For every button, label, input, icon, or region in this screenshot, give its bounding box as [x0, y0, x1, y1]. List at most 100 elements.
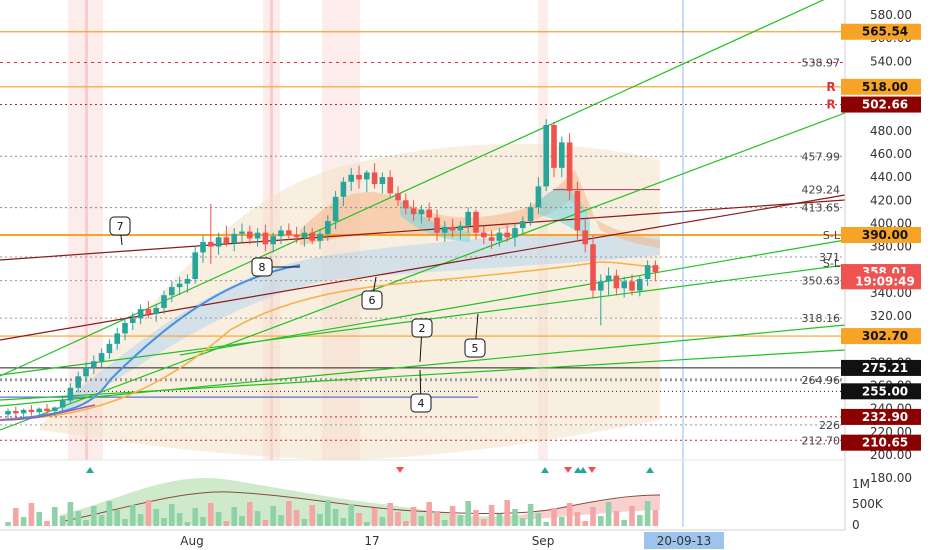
volume-bar[interactable] [254, 511, 261, 526]
candle-body[interactable] [629, 281, 635, 291]
volume-bar[interactable] [325, 500, 331, 526]
candle-body[interactable] [426, 209, 432, 218]
volume-bar[interactable] [36, 512, 42, 526]
candle-body[interactable] [5, 411, 11, 415]
candle-body[interactable] [106, 343, 113, 354]
candle-body[interactable] [457, 225, 464, 231]
price-tag[interactable] [841, 328, 921, 345]
candle-body[interactable] [652, 265, 659, 273]
volume-bar[interactable] [145, 500, 152, 526]
volume-bar[interactable] [543, 522, 549, 526]
candle-body[interactable] [169, 287, 175, 296]
volume-bar[interactable] [309, 505, 315, 526]
volume-bar[interactable] [223, 521, 230, 526]
price-tag[interactable] [841, 96, 921, 113]
volume-bar[interactable] [200, 517, 206, 526]
candle-body[interactable] [637, 279, 643, 291]
candle-body[interactable] [364, 172, 370, 180]
candle-body[interactable] [598, 281, 604, 291]
candle-body[interactable] [574, 191, 581, 231]
candle-body[interactable] [613, 275, 620, 289]
price-tag[interactable] [841, 78, 921, 95]
volume-bar[interactable] [192, 508, 198, 526]
candle-body[interactable] [130, 318, 136, 323]
volume-bar[interactable] [161, 518, 167, 526]
volume-bar[interactable] [371, 508, 378, 526]
candle-body[interactable] [325, 221, 331, 234]
volume-bar[interactable] [59, 516, 66, 526]
candle-body[interactable] [114, 333, 120, 344]
candle-body[interactable] [293, 235, 300, 238]
candle-body[interactable] [192, 252, 198, 279]
volume-bar[interactable] [137, 514, 144, 526]
candle-body[interactable] [317, 233, 323, 241]
annotation-box[interactable] [464, 338, 486, 358]
candle-body[interactable] [434, 217, 440, 233]
candle-body[interactable] [473, 211, 479, 233]
volume-bar[interactable] [114, 510, 120, 526]
cursor-date-tag[interactable] [644, 532, 724, 549]
volume-bar[interactable] [582, 521, 588, 526]
candle-body[interactable] [247, 231, 253, 239]
candle-body[interactable] [512, 228, 518, 238]
volume-bar[interactable] [418, 516, 425, 526]
volume-bar[interactable] [91, 506, 97, 526]
volume-bar[interactable] [488, 505, 495, 526]
candle-body[interactable] [254, 232, 261, 239]
volume-bar[interactable] [473, 510, 479, 526]
candle-body[interactable] [122, 323, 128, 334]
price-tag[interactable] [841, 23, 921, 40]
volume-bar[interactable] [317, 514, 323, 526]
candle-body[interactable] [348, 174, 354, 182]
price-tag[interactable] [841, 408, 921, 425]
candle-body[interactable] [566, 142, 573, 191]
volume-bar[interactable] [527, 504, 534, 526]
candle-body[interactable] [403, 200, 409, 209]
candle-body[interactable] [559, 142, 565, 168]
candle-body[interactable] [496, 232, 503, 241]
volume-bar[interactable] [551, 508, 557, 526]
price-tag[interactable] [841, 227, 921, 243]
candle-body[interactable] [161, 295, 167, 308]
volume-bar[interactable] [387, 503, 393, 526]
candle-body[interactable] [395, 193, 401, 201]
volume-bar[interactable] [644, 501, 651, 526]
volume-bar[interactable] [442, 520, 448, 526]
volume-bar[interactable] [574, 512, 581, 526]
candle-body[interactable] [145, 309, 152, 314]
candle-body[interactable] [371, 172, 378, 185]
candle-body[interactable] [200, 241, 206, 253]
candle-body[interactable] [91, 361, 97, 367]
candle-body[interactable] [309, 232, 315, 241]
volume-bar[interactable] [637, 515, 643, 526]
volume-bar[interactable] [301, 519, 308, 526]
candle-body[interactable] [137, 309, 144, 319]
annotation-box[interactable] [361, 290, 383, 310]
volume-bar[interactable] [184, 522, 191, 526]
volume-bar[interactable] [332, 509, 339, 526]
volume-bar[interactable] [434, 511, 440, 526]
annotation-box[interactable] [109, 216, 131, 236]
candle-body[interactable] [286, 230, 292, 235]
candle-body[interactable] [465, 211, 471, 226]
volume-bar[interactable] [215, 512, 222, 526]
volume-bar[interactable] [98, 515, 105, 526]
volume-bar[interactable] [590, 507, 596, 526]
candle-body[interactable] [418, 209, 425, 215]
volume-bar[interactable] [629, 506, 635, 526]
volume-bar[interactable] [122, 519, 128, 526]
volume-bar[interactable] [5, 522, 11, 526]
volume-bar[interactable] [605, 502, 612, 526]
annotation-box[interactable] [411, 318, 433, 338]
candle-body[interactable] [543, 125, 549, 187]
candle-body[interactable] [278, 230, 284, 237]
volume-bar[interactable] [364, 522, 370, 526]
price-tag[interactable] [841, 359, 921, 376]
volume-bar[interactable] [52, 507, 58, 526]
volume-bar[interactable] [481, 519, 487, 526]
candle-body[interactable] [59, 400, 66, 408]
volume-bar[interactable] [520, 518, 526, 526]
candle-body[interactable] [13, 411, 19, 414]
volume-bar[interactable] [44, 521, 50, 526]
